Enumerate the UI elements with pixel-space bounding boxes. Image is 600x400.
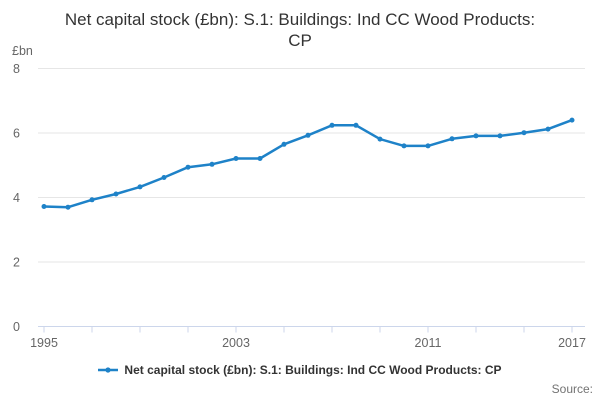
data-point-marker[interactable] <box>377 136 383 142</box>
x-tick-label: 2017 <box>558 336 586 350</box>
data-point-marker[interactable] <box>209 161 215 167</box>
data-point-marker[interactable] <box>65 204 71 210</box>
line-chart: 0 2 4 6 8 1995 2003 2011 2017 <box>13 62 586 350</box>
legend-line-marker-icon <box>98 367 119 373</box>
data-point-marker[interactable] <box>545 126 551 132</box>
data-point-marker[interactable] <box>281 141 287 147</box>
data-point-marker[interactable] <box>425 143 431 149</box>
y-tick-label: 6 <box>13 127 20 141</box>
data-point-marker[interactable] <box>449 136 455 142</box>
data-point-marker[interactable] <box>185 164 191 170</box>
source-label: Source: <box>551 382 593 396</box>
chart-title: Net capital stock (£bn): S.1: Buildings:… <box>64 10 536 50</box>
data-point-marker[interactable] <box>137 184 143 190</box>
y-tick-label: 2 <box>13 256 20 270</box>
y-axis-unit-label: £bn <box>12 44 33 58</box>
legend: Net capital stock (£bn): S.1: Buildings:… <box>0 363 600 377</box>
data-point-marker[interactable] <box>473 133 479 139</box>
data-point-marker[interactable] <box>329 122 335 128</box>
x-tick-label: 2011 <box>415 336 442 350</box>
legend-series-label: Net capital stock (£bn): S.1: Buildings:… <box>124 363 502 377</box>
data-point-marker[interactable] <box>353 122 359 128</box>
y-tick-label: 0 <box>13 320 20 334</box>
x-tick-label: 1995 <box>30 336 58 350</box>
y-tick-label: 4 <box>13 191 20 205</box>
data-point-marker[interactable] <box>521 130 527 136</box>
y-tick-label: 8 <box>13 62 20 76</box>
data-point-marker[interactable] <box>161 175 167 180</box>
data-point-marker[interactable] <box>569 117 575 123</box>
data-point-marker[interactable] <box>89 197 95 203</box>
data-point-marker[interactable] <box>401 143 407 149</box>
data-point-marker[interactable] <box>305 132 311 138</box>
data-point-marker[interactable] <box>257 156 263 161</box>
data-point-marker[interactable] <box>41 204 47 209</box>
data-point-marker[interactable] <box>497 133 503 139</box>
data-point-marker[interactable] <box>113 191 119 197</box>
x-tick-label: 2003 <box>222 336 250 350</box>
data-point-marker[interactable] <box>233 156 239 161</box>
legend-item[interactable]: Net capital stock (£bn): S.1: Buildings:… <box>98 363 502 377</box>
